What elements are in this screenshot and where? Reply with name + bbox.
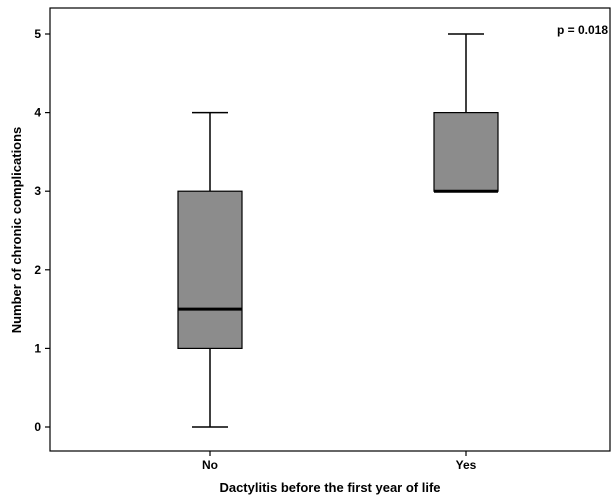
- y-tick-label: 0: [34, 420, 41, 434]
- p-value-annotation: p = 0.018: [557, 23, 608, 37]
- plot-frame: [49, 7, 611, 452]
- y-tick-label: 1: [34, 341, 41, 355]
- y-tick-label: 2: [34, 263, 41, 277]
- box-yes: [433, 111, 499, 192]
- x-tick-label: No: [202, 458, 218, 472]
- box-no: [177, 190, 243, 349]
- y-axis: 0 1 2 3 4 5: [34, 27, 50, 434]
- boxes: [177, 33, 499, 428]
- x-tick-label: Yes: [456, 458, 477, 472]
- y-tick-label: 3: [34, 184, 41, 198]
- y-tick-label: 5: [34, 27, 41, 41]
- x-axis-title: Dactylitis before the first year of life: [219, 480, 440, 495]
- y-tick-label: 4: [34, 106, 41, 120]
- x-axis: No Yes: [202, 451, 477, 472]
- y-axis-title: Number of chronic complications: [9, 127, 24, 334]
